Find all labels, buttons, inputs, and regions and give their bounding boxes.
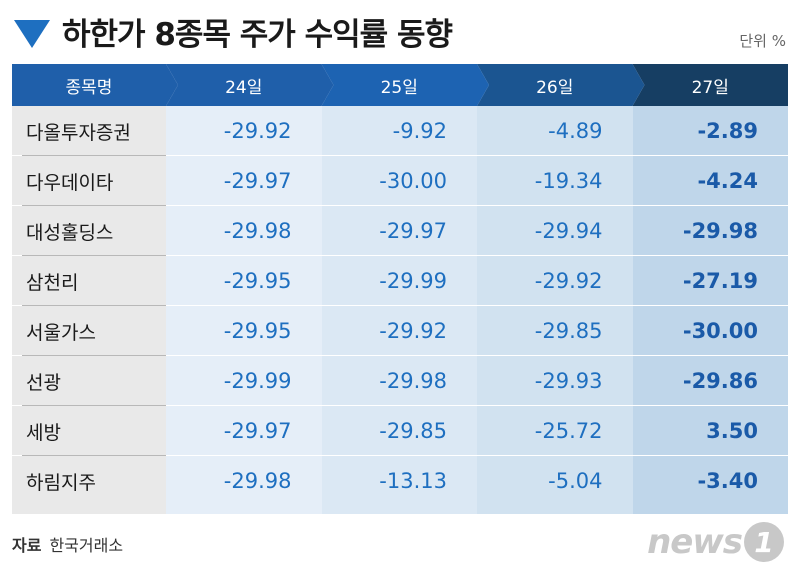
- return-value: -25.72: [534, 419, 603, 443]
- row-divider: [12, 255, 788, 256]
- row-divider-name: [22, 405, 166, 406]
- row-divider-name: [22, 255, 166, 256]
- row-divider: [12, 305, 788, 306]
- row-divider-name: [22, 155, 166, 156]
- row-divider: [12, 355, 788, 356]
- row-divider-name: [22, 205, 166, 206]
- column-bg-3: [477, 106, 633, 514]
- source-label: 자료: [12, 536, 42, 555]
- header-segment-0: [12, 64, 178, 106]
- header-date-4: 27일: [691, 77, 729, 98]
- return-value: -3.40: [697, 469, 758, 493]
- source-value: 한국거래소: [49, 536, 124, 555]
- stock-name: 다올투자증권: [26, 121, 131, 144]
- row-divider: [12, 455, 788, 456]
- return-value: -29.95: [223, 269, 292, 293]
- return-value: -29.95: [223, 319, 292, 343]
- column-bg-2: [321, 106, 477, 514]
- header-segment-3: [477, 64, 645, 106]
- news1-logo: news 1: [647, 522, 784, 562]
- table-row: 선광 -29.99 -29.98 -29.93 -29.86: [12, 356, 788, 406]
- table-header: [12, 64, 788, 106]
- return-value: -29.92: [379, 319, 447, 343]
- return-value: 3.50: [706, 419, 758, 443]
- title-row: 하한가 8종목 주가 수익률 동향: [14, 8, 453, 54]
- return-value: -29.85: [534, 319, 603, 343]
- row-divider: [12, 155, 788, 156]
- stock-name: 선광: [26, 371, 61, 394]
- logo-badge: 1: [744, 522, 784, 562]
- triangle-icon: [14, 20, 50, 48]
- row-divider-name: [22, 355, 166, 356]
- header-name-label: 종목명: [65, 77, 113, 98]
- return-value: -30.00: [379, 169, 447, 193]
- return-value: -29.97: [379, 219, 447, 243]
- return-value: -29.99: [223, 369, 292, 393]
- row-divider-name: [22, 305, 166, 306]
- stock-name: 서울가스: [26, 321, 96, 344]
- table-row: 세방 -29.97 -29.85 -25.72 3.50: [12, 406, 788, 456]
- header-segment-1: [166, 64, 334, 106]
- stock-name: 삼천리: [26, 271, 79, 294]
- table-row: 다올투자증권 -29.92 -9.92 -4.89 -2.89: [12, 106, 788, 156]
- header-date-3: 26일: [536, 77, 574, 98]
- unit-label: 단위 %: [739, 32, 786, 50]
- return-value: -29.99: [379, 269, 447, 293]
- return-value: -27.19: [682, 269, 758, 293]
- return-value: -29.86: [682, 369, 758, 393]
- row-divider-name: [22, 455, 166, 456]
- logo-text: news: [647, 522, 743, 562]
- table-row: 하림지주 -29.98 -13.13 -5.04 -3.40: [12, 456, 788, 506]
- return-value: -29.97: [223, 419, 292, 443]
- column-bg-4: [632, 106, 788, 514]
- return-value: -29.98: [223, 469, 292, 493]
- row-divider: [12, 205, 788, 206]
- return-value: -29.98: [379, 369, 447, 393]
- return-value: -30.00: [682, 319, 758, 343]
- header-date-2: 25일: [380, 77, 418, 98]
- table-row: 다우데이타 -29.97 -30.00 -19.34 -4.24: [12, 156, 788, 206]
- return-value: -29.92: [534, 269, 603, 293]
- table-row: 삼천리 -29.95 -29.99 -29.92 -27.19: [12, 256, 788, 306]
- page-title: 하한가 8종목 주가 수익률 동향: [62, 16, 453, 53]
- header-segment-4: [632, 64, 788, 106]
- return-value: -29.93: [534, 369, 603, 393]
- names-column-bg: [12, 106, 166, 514]
- stock-name: 다우데이타: [26, 171, 114, 194]
- return-value: -29.97: [223, 169, 292, 193]
- return-value: -29.92: [223, 119, 292, 143]
- stock-name: 대성홀딩스: [26, 221, 114, 244]
- return-value: -13.13: [379, 469, 447, 493]
- return-value: -29.98: [223, 219, 292, 243]
- return-value: -4.24: [697, 169, 758, 193]
- table-row: 서울가스 -29.95 -29.92 -29.85 -30.00: [12, 306, 788, 356]
- return-value: -19.34: [534, 169, 603, 193]
- return-value: -29.85: [379, 419, 447, 443]
- stock-name: 세방: [26, 421, 61, 444]
- header-date-1: 24일: [225, 77, 263, 98]
- table-row: 대성홀딩스 -29.98 -29.97 -29.94 -29.98: [12, 206, 788, 256]
- source-note: 자료 한국거래소: [12, 532, 123, 556]
- return-value: -29.94: [534, 219, 603, 243]
- stock-name: 하림지주: [26, 471, 96, 494]
- row-divider: [12, 405, 788, 406]
- return-value: -5.04: [548, 469, 603, 493]
- return-value: -2.89: [697, 119, 758, 143]
- column-bg-1: [166, 106, 322, 514]
- return-value: -9.92: [392, 119, 447, 143]
- header-segment-2: [321, 64, 489, 106]
- return-value: -4.89: [548, 119, 603, 143]
- return-value: -29.98: [682, 219, 758, 243]
